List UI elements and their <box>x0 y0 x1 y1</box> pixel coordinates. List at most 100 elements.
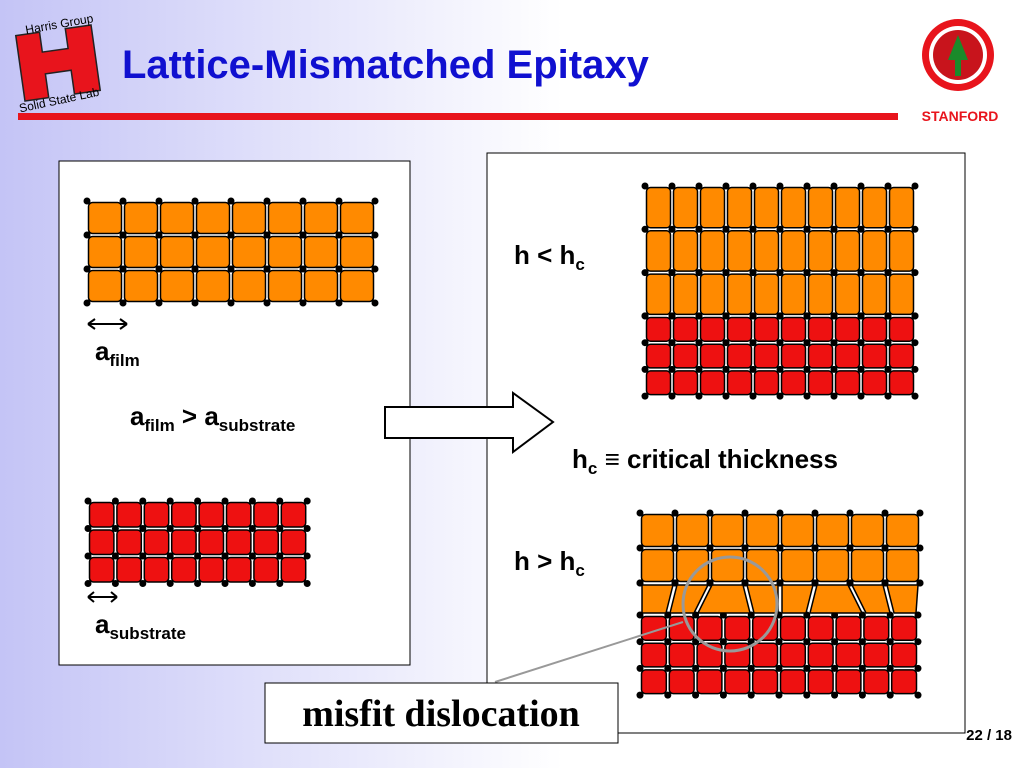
lattice-atom <box>371 197 379 205</box>
lattice-cell <box>699 370 726 396</box>
lattice-atom <box>914 691 922 699</box>
lattice-atom <box>803 312 811 320</box>
lattice-atom <box>776 339 784 347</box>
lattice-atom <box>749 365 757 373</box>
lattice-atom <box>371 265 379 273</box>
lattice-cell <box>851 584 891 614</box>
lattice-cell <box>198 556 225 583</box>
lattice-atom <box>166 497 174 505</box>
lattice-atom <box>858 664 866 672</box>
lattice-atom <box>749 182 757 190</box>
lattice-cell <box>726 316 753 342</box>
lattice-cell <box>159 235 195 269</box>
lattice-atom <box>749 312 757 320</box>
lattice-atom <box>857 312 865 320</box>
lattice-atom <box>886 691 894 699</box>
lattice-atom <box>695 269 703 277</box>
lattice-atom <box>166 525 174 532</box>
lattice-cell <box>645 316 672 342</box>
lattice-atom <box>884 182 892 190</box>
lattice-cell <box>890 615 918 641</box>
lattice-cell <box>807 316 834 342</box>
film-a: a <box>95 336 110 366</box>
lattice-cell <box>834 230 861 272</box>
lattice-cell <box>303 201 339 235</box>
lattice-cell <box>640 548 675 583</box>
lattice-atom <box>191 231 199 239</box>
lattice-atom <box>668 269 676 277</box>
def-h: h <box>572 444 588 474</box>
lattice-atom <box>830 365 838 373</box>
lattice-cell <box>640 642 668 668</box>
substrate-arrow-heads <box>87 591 118 603</box>
lattice-atom <box>641 225 649 233</box>
lattice-atom <box>335 265 343 273</box>
lattice-atom <box>695 365 703 373</box>
lattice-cell <box>888 230 915 272</box>
lattice-cell <box>807 343 834 369</box>
lattice-atom <box>227 231 235 239</box>
lattice-atom <box>776 182 784 190</box>
lattice-cell <box>863 615 890 641</box>
lattice-atom <box>830 312 838 320</box>
lattice-cell <box>231 269 267 303</box>
thin-sub: c <box>575 255 584 274</box>
lattice-cell <box>710 548 745 583</box>
lattice-atom <box>911 269 919 277</box>
lattice-atom <box>811 509 819 517</box>
lattice-atom <box>741 509 749 517</box>
thin-case: h < hc <box>514 240 585 274</box>
lattice-atom <box>299 299 307 307</box>
lattice-atom <box>636 664 644 672</box>
dislocation-circle <box>681 555 779 653</box>
lattice-atom <box>803 269 811 277</box>
lattice-atom <box>191 265 199 273</box>
lattice-cell <box>699 343 726 369</box>
lattice-atom <box>335 299 343 307</box>
lattice-atom <box>775 638 783 646</box>
lattice-atom <box>119 265 127 273</box>
lattice-atom <box>139 580 147 587</box>
lattice-atom <box>303 552 311 560</box>
lattice-cell <box>267 201 303 235</box>
lattice-cell <box>779 615 807 641</box>
lattice-atom <box>749 225 757 233</box>
lattice-atom <box>803 365 811 373</box>
lattice-atom <box>668 225 676 233</box>
lattice-atom <box>111 497 119 505</box>
lattice-atom <box>881 544 889 552</box>
lattice-cell <box>116 501 143 528</box>
lattice-cell <box>751 615 779 641</box>
lattice-cell <box>672 370 699 396</box>
lattice-cell <box>753 230 780 272</box>
lattice-atom <box>641 182 649 190</box>
lattice-atom <box>857 365 865 373</box>
lattice-atom <box>636 509 644 517</box>
lattice-atom <box>671 579 679 587</box>
lattice-atom <box>775 691 783 699</box>
lattice-atom <box>741 579 749 587</box>
lattice-atom <box>911 182 919 190</box>
comparison: afilm > asubstrate <box>130 401 295 435</box>
lattice-cell <box>253 501 280 528</box>
spacing-arrows <box>87 318 128 603</box>
lattice-atom <box>335 197 343 205</box>
lattice-atom <box>111 552 119 560</box>
lattice-atom <box>749 269 757 277</box>
lattice-atom <box>886 664 894 672</box>
lattice-cell <box>116 556 143 583</box>
lattices <box>83 182 924 699</box>
lattice-cell <box>753 343 780 369</box>
lattice-atom <box>111 580 119 587</box>
lattice-atom <box>263 265 271 273</box>
lattice-atom <box>191 299 199 307</box>
lattice-cell <box>143 529 170 556</box>
lattice-cell <box>253 529 280 556</box>
definition: hc ≡ critical thickness <box>572 444 838 478</box>
def-sub: c <box>588 459 597 478</box>
lattice-atom <box>299 265 307 273</box>
lattice-cell <box>835 642 862 668</box>
lattice-cell <box>672 273 699 316</box>
lattice-atom <box>811 579 819 587</box>
